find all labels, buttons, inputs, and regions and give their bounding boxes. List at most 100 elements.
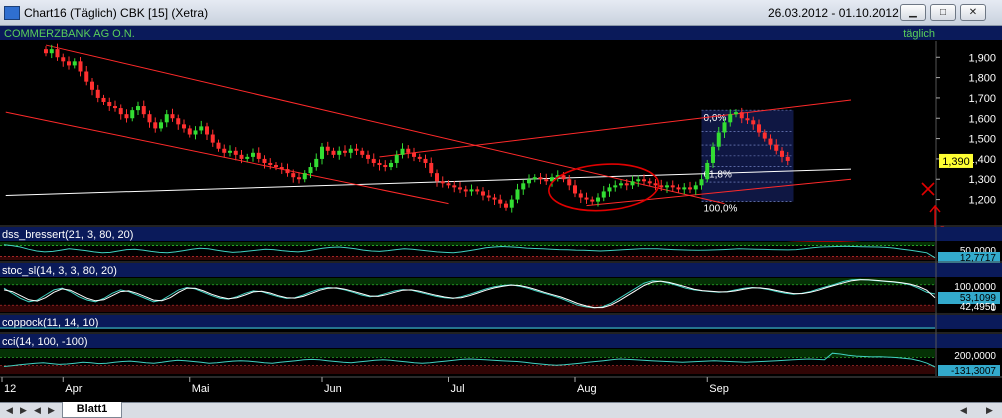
- chart-area[interactable]: COMMERZBANK AG O.N. täglich 1,900 1,800 1,70…: [0, 26, 1002, 402]
- candle-body: [636, 179, 641, 182]
- maximize-button[interactable]: □: [930, 4, 956, 21]
- candle-body: [245, 156, 250, 159]
- candle-body: [590, 199, 595, 202]
- indicator-value-label: 200,0000: [954, 351, 996, 362]
- candle-body: [573, 185, 577, 194]
- date-tick-label: Jul: [451, 383, 465, 395]
- last-price-marker: [939, 153, 973, 168]
- candle-body: [251, 152, 255, 157]
- candle-body: [389, 162, 393, 168]
- price-tick-label: 1,500: [968, 134, 996, 146]
- panel-title-band: [0, 263, 1002, 277]
- price-tick-label: 1,700: [968, 93, 996, 105]
- candle-body: [739, 112, 744, 119]
- candle-body: [440, 181, 445, 184]
- candle-body: [153, 122, 158, 129]
- date-tick-label: Mai: [192, 383, 210, 395]
- lower-band: [0, 305, 935, 312]
- candle-body: [665, 185, 669, 188]
- candle-body: [578, 193, 583, 198]
- minimize-button[interactable]: ▁: [900, 4, 926, 21]
- trendline: [379, 99, 852, 158]
- candle-body: [360, 150, 365, 155]
- candle-body: [768, 138, 773, 145]
- first-sheet-button[interactable]: ◀: [6, 405, 13, 415]
- candle-body: [193, 130, 198, 135]
- candle-body: [492, 197, 497, 200]
- candle-body: [101, 97, 106, 102]
- upper-band: [0, 278, 935, 285]
- price-axis: [936, 41, 1002, 226]
- annotation-circle: [548, 163, 660, 212]
- prev-sheet-button[interactable]: ▶: [20, 405, 27, 415]
- candle-body: [343, 150, 347, 153]
- close-button[interactable]: ✕: [960, 4, 986, 21]
- candle-body: [354, 148, 359, 151]
- candle-body: [308, 167, 313, 174]
- candle-body: [268, 162, 273, 166]
- candle-body: [233, 150, 238, 155]
- indicator-value-label: 100,0000: [954, 282, 996, 293]
- candle-body: [527, 179, 531, 184]
- candle-body: [596, 197, 600, 202]
- indicator-line-dss: [3, 244, 936, 259]
- candle-body: [624, 183, 629, 186]
- date-axis: [0, 376, 1002, 402]
- candle-body: [394, 154, 399, 163]
- candle-body: [676, 187, 681, 190]
- candle-body: [274, 165, 278, 168]
- lower-band: [0, 365, 935, 374]
- candle-body: [95, 89, 100, 98]
- instrument-name: COMMERZBANK AG O.N.: [4, 28, 135, 40]
- candle-body: [688, 187, 692, 190]
- candle-body: [84, 71, 89, 82]
- candle-body: [486, 195, 491, 198]
- candle-body: [136, 106, 140, 111]
- date-range: 26.03.2012 - 01.10.2012: [768, 6, 899, 20]
- candle-body: [325, 146, 330, 151]
- candle-body: [785, 156, 790, 161]
- candle-body: [130, 110, 135, 119]
- candle-body: [297, 177, 301, 180]
- chart-svg[interactable]: COMMERZBANK AG O.N. täglich 1,900 1,800 1,70…: [0, 26, 1002, 402]
- price-tick-label: 1,800: [968, 73, 996, 85]
- candle-body: [757, 124, 761, 133]
- candle-body: [291, 173, 296, 178]
- last-price-label: 1,390: [942, 156, 970, 168]
- candle-body: [320, 146, 324, 159]
- candle-body: [412, 152, 416, 157]
- candle-body: [544, 179, 549, 182]
- indicator-line-cci: [3, 352, 936, 368]
- scroll-left-icon[interactable]: ◀: [960, 405, 967, 415]
- candle-body: [452, 185, 457, 188]
- candle-body: [366, 154, 370, 159]
- candle-body: [463, 189, 468, 192]
- candle-body: [67, 61, 71, 66]
- indicator-value-label: -131,3007: [951, 366, 996, 377]
- candle-body: [699, 179, 704, 186]
- tab-blatt1[interactable]: Blatt1: [62, 402, 122, 418]
- window-title: Chart16 (Täglich) CBK [15] (Xetra): [24, 6, 209, 20]
- annotation-arrow: [929, 204, 941, 228]
- panel-title-stoc: stoc_sl(14, 3, 3, 80, 20): [2, 265, 117, 277]
- next-sheet-button[interactable]: ◀: [34, 405, 41, 415]
- date-tick-label: Sep: [709, 383, 729, 395]
- panel-title-band: [0, 334, 1002, 348]
- chart-app-icon: [4, 6, 20, 20]
- indicator-value-marker: [938, 365, 1000, 377]
- indicator-value-label: 42,4951: [960, 302, 997, 313]
- candle-body: [147, 114, 152, 123]
- candle-body: [498, 199, 503, 204]
- price-tick-label: 1,400: [968, 154, 996, 166]
- candle-body: [417, 156, 422, 159]
- candle-body: [458, 187, 462, 190]
- last-sheet-button[interactable]: ▶: [48, 405, 55, 415]
- candle-body: [734, 112, 738, 115]
- candle-body: [170, 114, 175, 119]
- panel-title-coppock: coppock(11, 14, 10): [2, 317, 98, 329]
- price-tick-label: 1,900: [968, 52, 996, 64]
- candle-body: [647, 181, 652, 184]
- indicator-value-label: 50,0000: [960, 246, 997, 257]
- scroll-right-icon[interactable]: ▶: [986, 405, 993, 415]
- candle-body: [256, 152, 261, 159]
